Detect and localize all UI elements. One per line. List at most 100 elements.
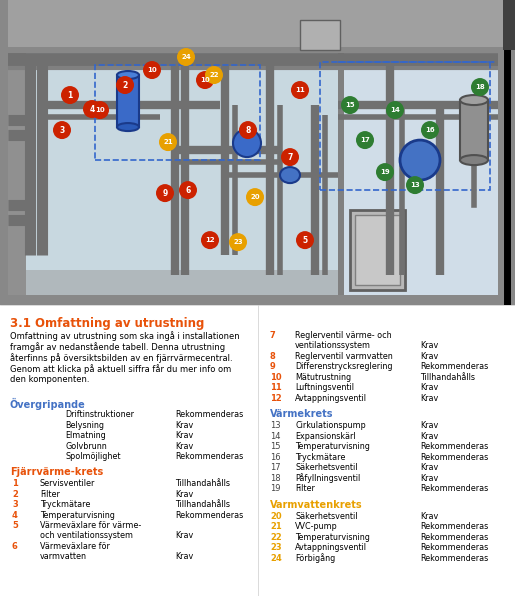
Text: Elmatning: Elmatning [65, 431, 106, 440]
Circle shape [291, 81, 309, 99]
Text: 23: 23 [233, 239, 243, 245]
Text: Temperaturvisning: Temperaturvisning [295, 533, 370, 542]
Text: 1: 1 [12, 479, 18, 488]
Circle shape [116, 76, 134, 94]
Text: Servisventiler: Servisventiler [40, 479, 95, 488]
Text: 10: 10 [147, 67, 157, 73]
Text: Belysning: Belysning [65, 421, 104, 430]
Text: Reglerventil värme- och: Reglerventil värme- och [295, 331, 391, 340]
Text: Spolmöjlighet: Spolmöjlighet [65, 452, 121, 461]
Text: Omfattning av utrustning som ska ingå i installationen: Omfattning av utrustning som ska ingå i … [10, 331, 239, 341]
Text: 18: 18 [475, 84, 485, 90]
Text: den komponenten.: den komponenten. [10, 375, 90, 384]
Circle shape [233, 129, 261, 157]
Text: Rekommenderas: Rekommenderas [420, 442, 488, 451]
Text: varmvatten: varmvatten [40, 551, 87, 560]
Circle shape [281, 148, 299, 166]
Text: 10: 10 [200, 77, 210, 83]
Text: 10: 10 [95, 107, 105, 113]
Text: Tryckmätare: Tryckmätare [40, 500, 90, 509]
Text: 17: 17 [360, 137, 370, 143]
Text: 17: 17 [270, 463, 281, 472]
Text: Avtappningsventil: Avtappningsventil [295, 543, 367, 552]
Text: Luftningsventil: Luftningsventil [295, 383, 354, 392]
Text: 3: 3 [59, 126, 64, 135]
Text: Krav: Krav [175, 431, 193, 440]
Text: 21: 21 [163, 139, 173, 145]
Circle shape [356, 131, 374, 149]
Text: Krav: Krav [175, 442, 193, 451]
Text: 22: 22 [209, 72, 219, 78]
Circle shape [246, 188, 264, 206]
Text: 14: 14 [270, 432, 281, 440]
Text: Krav: Krav [420, 352, 438, 361]
Text: 9: 9 [270, 362, 276, 371]
Text: Driftinstruktioner: Driftinstruktioner [65, 410, 134, 419]
Text: Värmeväxlare för: Värmeväxlare för [40, 542, 110, 551]
Text: 15: 15 [345, 102, 355, 108]
Text: 24: 24 [181, 54, 191, 60]
Text: Rekommenderas: Rekommenderas [175, 511, 243, 520]
Circle shape [91, 101, 109, 119]
Text: 8: 8 [245, 126, 251, 135]
Text: Säkerhetsventil: Säkerhetsventil [295, 511, 357, 520]
Text: Cirkulationspump: Cirkulationspump [295, 421, 366, 430]
Text: 22: 22 [270, 533, 282, 542]
Text: Förbigång: Förbigång [295, 554, 335, 563]
Text: Krav: Krav [420, 421, 438, 430]
Text: 2: 2 [123, 80, 128, 89]
Text: 13: 13 [410, 182, 420, 188]
Text: 9: 9 [162, 188, 167, 198]
Text: 20: 20 [270, 511, 282, 520]
Text: Expansionskärl: Expansionskärl [295, 432, 356, 440]
Text: 8: 8 [270, 352, 276, 361]
Text: 4: 4 [12, 511, 18, 520]
Bar [117, 75, 139, 127]
Circle shape [179, 181, 197, 199]
Text: Filter: Filter [295, 484, 315, 493]
Bar [8, 53, 498, 295]
Text: Rekommenderas: Rekommenderas [420, 533, 488, 542]
Text: Rekommenderas: Rekommenderas [420, 554, 488, 563]
Text: Avtappningsventil: Avtappningsventil [295, 393, 367, 403]
Text: 19: 19 [270, 484, 281, 493]
Text: 18: 18 [270, 474, 281, 483]
Ellipse shape [460, 95, 488, 105]
Text: Rekommenderas: Rekommenderas [420, 484, 488, 493]
Text: återfinns på översiktsbilden av en fjärrvärmecentral.: återfinns på översiktsbilden av en fjärr… [10, 353, 233, 363]
Text: Krav: Krav [420, 463, 438, 472]
Circle shape [201, 231, 219, 249]
Text: 7: 7 [270, 331, 276, 340]
Circle shape [376, 163, 394, 181]
Text: 1: 1 [67, 91, 73, 100]
Text: Krav: Krav [175, 421, 193, 430]
Text: 5: 5 [12, 521, 18, 530]
Text: 19: 19 [380, 169, 390, 175]
Text: Golvbrunn: Golvbrunn [65, 442, 107, 451]
Text: Tillhandahålls: Tillhandahålls [175, 479, 230, 488]
Text: Övergripande: Övergripande [10, 398, 86, 410]
Text: 14: 14 [390, 107, 400, 113]
Circle shape [296, 231, 314, 249]
Text: ventilationssystem: ventilationssystem [295, 341, 371, 350]
Circle shape [61, 86, 79, 104]
Text: Rekommenderas: Rekommenderas [420, 522, 488, 531]
Text: 6: 6 [185, 185, 191, 195]
Bar [8, 47, 507, 55]
Ellipse shape [280, 167, 300, 183]
Text: framgår av nedanstående tabell. Denna utrustning: framgår av nedanstående tabell. Denna ut… [10, 342, 225, 352]
Text: Rekommenderas: Rekommenderas [420, 452, 488, 461]
Circle shape [143, 61, 161, 79]
Bar [503, 0, 515, 50]
Bar [355, 215, 400, 285]
Text: 16: 16 [270, 452, 281, 461]
Text: Krav: Krav [420, 511, 438, 520]
Text: Tillhandahålls: Tillhandahålls [420, 372, 475, 381]
Bar [8, 53, 26, 295]
Text: Filter: Filter [40, 489, 60, 499]
Text: Rekommenderas: Rekommenderas [420, 362, 488, 371]
Bar [95, 65, 260, 160]
Text: Mätutrustning: Mätutrustning [295, 372, 351, 381]
Text: Krav: Krav [175, 489, 193, 499]
Ellipse shape [460, 155, 488, 165]
